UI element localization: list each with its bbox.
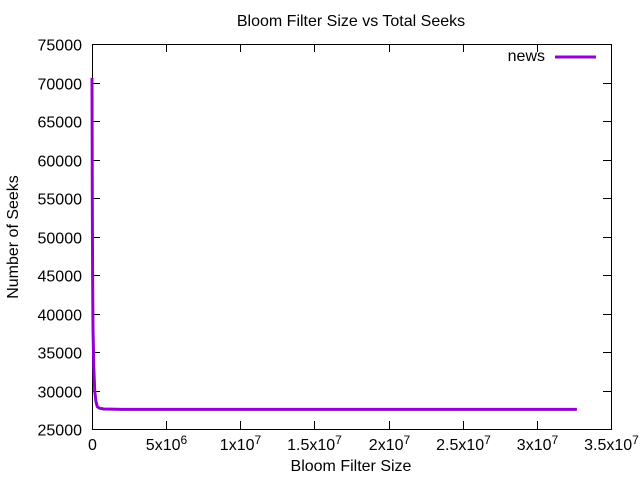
y-axis-label: Number of Seeks <box>5 175 22 299</box>
y-tick-label: 65000 <box>38 115 83 132</box>
x-axis: 0 5x106 1x107 1.5x107 2x107 2.5x107 3x107 3.5x1… <box>88 44 639 454</box>
legend: news <box>508 48 596 65</box>
series-layer <box>90 77 577 411</box>
x-tick-label: 0 <box>88 437 97 454</box>
y-tick-label: 45000 <box>38 269 83 286</box>
y-axis: 25000 30000 35000 40000 45000 50000 55000 60000… <box>38 38 611 440</box>
y-tick-label: 50000 <box>38 231 83 248</box>
y-tick-label: 35000 <box>38 346 83 363</box>
x-tick-label: 1x107 <box>220 433 262 454</box>
y-tick-label: 70000 <box>38 77 83 94</box>
plot-frame <box>92 44 612 430</box>
x-tick-label: 5x106 <box>146 433 188 454</box>
x-axis-label: Bloom Filter Size <box>291 458 412 475</box>
y-tick-label: 30000 <box>38 385 83 402</box>
x-tick-label: 3.5x107 <box>584 433 639 454</box>
legend-label-news: news <box>508 48 545 65</box>
series-line-news <box>90 77 577 411</box>
y-tick-label: 60000 <box>38 154 83 171</box>
x-tick-label: 2.5x107 <box>436 433 491 454</box>
chart-title: Bloom Filter Size vs Total Seeks <box>237 13 465 30</box>
x-tick-label: 2x107 <box>369 433 411 454</box>
y-tick-label: 25000 <box>38 423 83 440</box>
x-tick-label: 3x107 <box>517 433 559 454</box>
y-tick-label: 55000 <box>38 192 83 209</box>
x-tick-label: 1.5x107 <box>287 433 342 454</box>
y-tick-label: 40000 <box>38 308 83 325</box>
y-tick-label: 75000 <box>38 38 83 55</box>
